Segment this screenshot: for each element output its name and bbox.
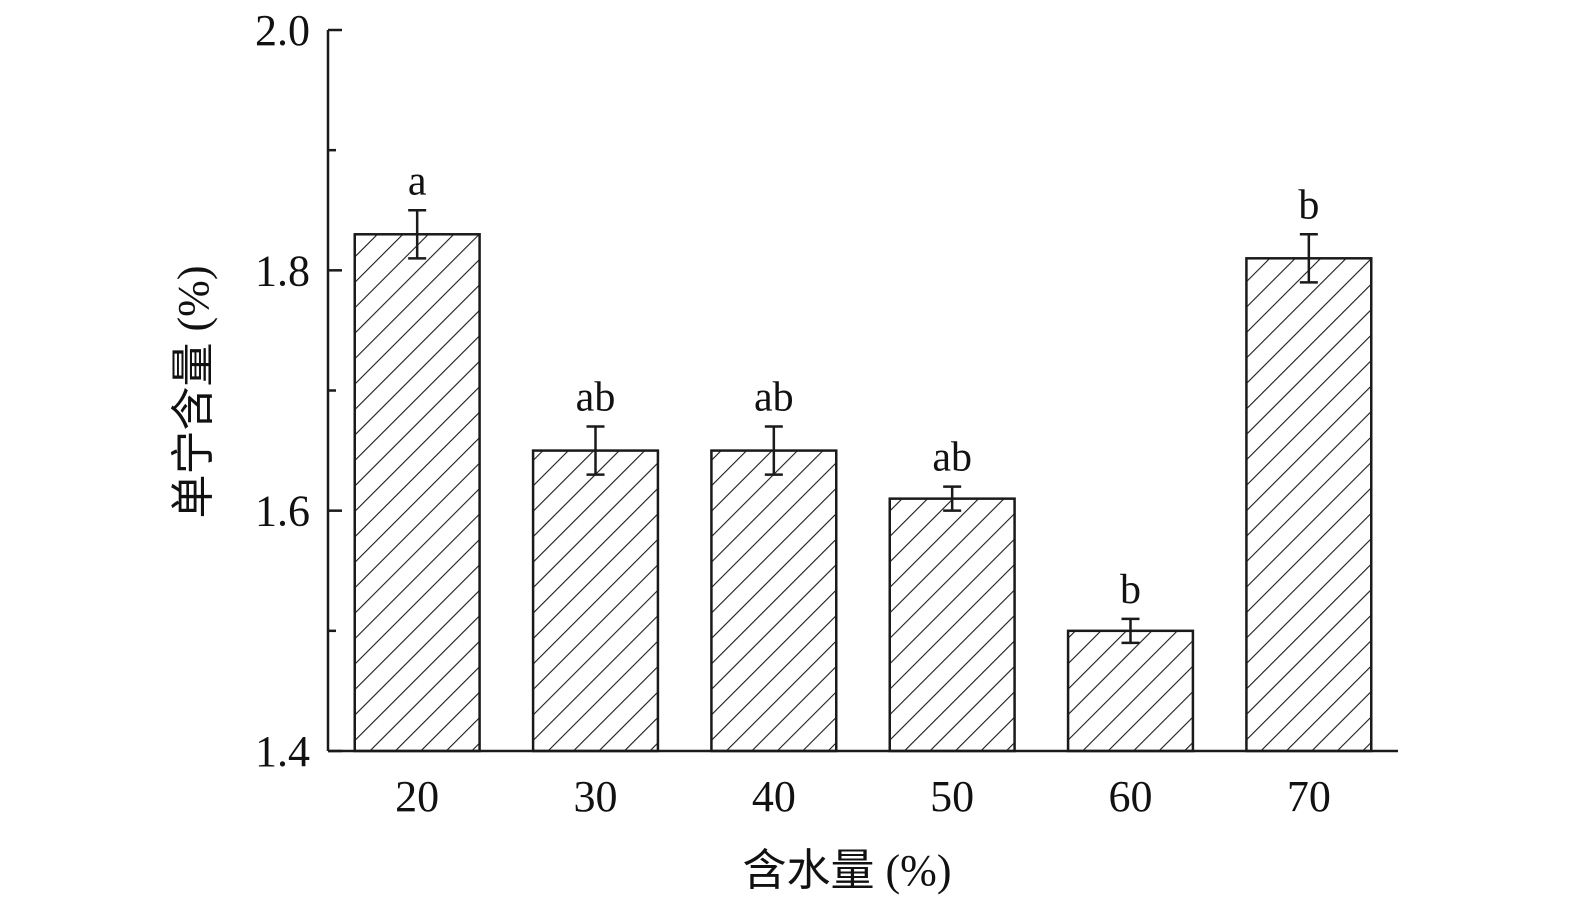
error-bar: [1299, 233, 1318, 284]
error-bar: [586, 425, 605, 476]
bar: [531, 449, 660, 753]
x-tick-label: 30: [574, 772, 618, 821]
y-tick-label: 1.4: [255, 727, 310, 776]
x-axis-title: 含水量 (%): [743, 846, 952, 895]
significance-letter: ab: [754, 375, 794, 421]
error-bar: [408, 209, 427, 260]
significance-letter: a: [408, 158, 427, 204]
error-bar: [1121, 617, 1140, 645]
x-tick-label: 70: [1287, 772, 1331, 821]
error-bar: [943, 485, 962, 512]
x-tick-label: 60: [1109, 772, 1153, 821]
y-tick-label: 1.6: [255, 487, 310, 536]
y-tick-label: 1.8: [255, 246, 310, 295]
bar: [888, 497, 1016, 753]
bar: [710, 449, 838, 753]
significance-letter: ab: [576, 375, 616, 421]
y-tick-label: 2.0: [255, 6, 310, 55]
bar: [353, 233, 481, 753]
x-tick-label: 20: [395, 772, 439, 821]
y-axis-title: 单宁含量 (%): [169, 266, 218, 519]
error-bar: [764, 425, 783, 476]
bar: [1245, 257, 1373, 753]
bar: [1066, 629, 1195, 753]
significance-letter: ab: [932, 435, 972, 481]
significance-letter: b: [1120, 567, 1141, 613]
x-tick-label: 50: [930, 772, 974, 821]
x-tick-label: 40: [752, 772, 796, 821]
significance-letter: b: [1298, 182, 1319, 228]
